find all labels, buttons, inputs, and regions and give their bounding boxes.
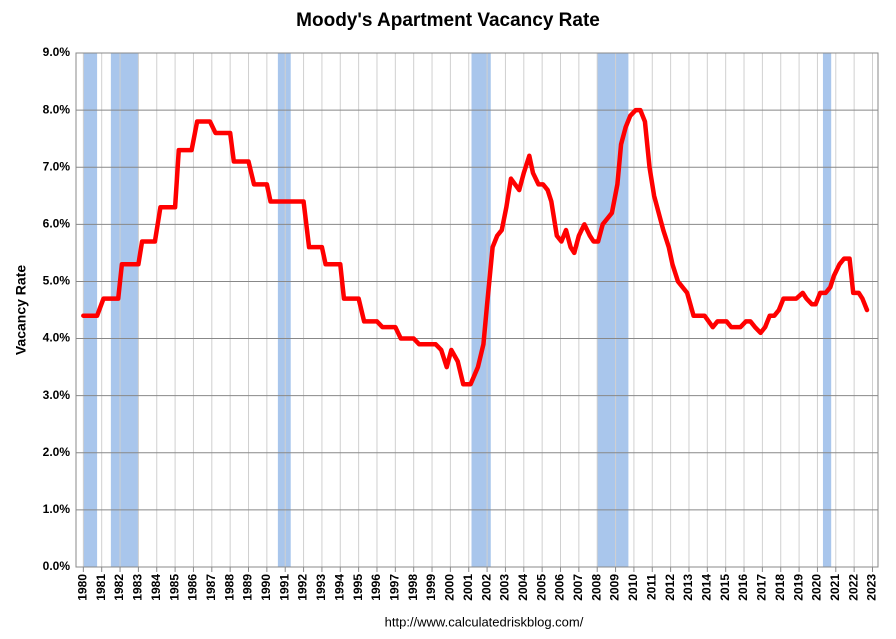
- chart-title: Moody's Apartment Vacancy Rate: [296, 10, 600, 31]
- y-tick-label: 1.0%: [43, 502, 71, 516]
- x-tick-label: 1993: [314, 574, 328, 601]
- x-tick-label: 2018: [773, 574, 787, 601]
- x-tick-label: 1989: [241, 574, 255, 601]
- x-tick-label: 2009: [608, 574, 622, 601]
- recession-band: [277, 53, 291, 567]
- recession-band: [110, 53, 139, 567]
- x-tick-label: 2005: [534, 574, 548, 601]
- x-tick-label: 2001: [461, 574, 475, 601]
- y-tick-label: 9.0%: [43, 45, 71, 59]
- x-tick-label: 1992: [296, 574, 310, 601]
- x-tick-label: 2016: [736, 574, 750, 601]
- y-tick-label: 3.0%: [43, 388, 71, 402]
- x-tick-label: 2002: [479, 574, 493, 601]
- line: [81, 107, 870, 387]
- x-tick-label: 2017: [755, 574, 769, 601]
- y-tick-label: 2.0%: [43, 445, 71, 459]
- recession-band: [83, 53, 98, 567]
- x-tick-label: 2003: [498, 574, 512, 601]
- x-tick-label: 2012: [663, 574, 677, 601]
- x-tick-label: 1980: [76, 574, 90, 601]
- x-tick-label: 2014: [699, 574, 713, 601]
- x-tick-label: 1984: [149, 574, 163, 601]
- plot-frame: [75, 52, 879, 568]
- y-tick-label: 5.0%: [43, 274, 71, 288]
- x-tick-label: 2000: [443, 574, 457, 601]
- x-tick-label: 1995: [351, 574, 365, 601]
- x-tick-label: 1983: [131, 574, 145, 601]
- x-tick-label: 2023: [865, 574, 879, 601]
- x-tick-label: 2019: [791, 574, 805, 601]
- x-tick-label: 2007: [571, 574, 585, 601]
- y-tick-label: 8.0%: [43, 102, 71, 116]
- x-tick-label: 1994: [332, 574, 346, 601]
- y-tick-label: 4.0%: [43, 331, 71, 345]
- y-tick-label: 7.0%: [43, 159, 71, 173]
- x-tick-label: 1998: [406, 574, 420, 601]
- x-tick-label: 1997: [388, 574, 402, 601]
- x-tick-label: 1985: [167, 574, 181, 601]
- x-tick-label: 2022: [846, 574, 860, 601]
- x-tick-label: 2021: [828, 574, 842, 601]
- x-tick-label: 1981: [94, 574, 108, 601]
- x-tick-label: 1987: [204, 574, 218, 601]
- y-axis-label: Vacancy Rate: [13, 265, 29, 355]
- x-tick-label: 2004: [516, 574, 530, 601]
- x-tick-label: 1988: [222, 574, 236, 601]
- x-tick-label: 2013: [681, 574, 695, 601]
- x-tick-label: 2020: [810, 574, 824, 601]
- x-tick-label: 2006: [553, 574, 567, 601]
- x-tick-label: 1999: [424, 574, 438, 601]
- source: http://www.calculatedriskblog.com/: [385, 614, 584, 629]
- recession-band: [822, 53, 832, 567]
- y-tick-label: 0.0%: [43, 559, 71, 573]
- x-tick-label: 2010: [626, 574, 640, 601]
- x-tick-label: 1996: [369, 574, 383, 601]
- x-tick-label: 1991: [277, 574, 291, 601]
- recession-band: [471, 53, 491, 567]
- y-tick-label: 6.0%: [43, 217, 71, 231]
- x-tick-label: 2011: [644, 574, 658, 600]
- x-tick-label: 1982: [112, 574, 126, 601]
- x-tick-label: 1990: [259, 574, 273, 601]
- x-tick-label: 1986: [186, 574, 200, 601]
- x-tick-label: 2008: [589, 574, 603, 601]
- x-tick-label: 2015: [718, 574, 732, 601]
